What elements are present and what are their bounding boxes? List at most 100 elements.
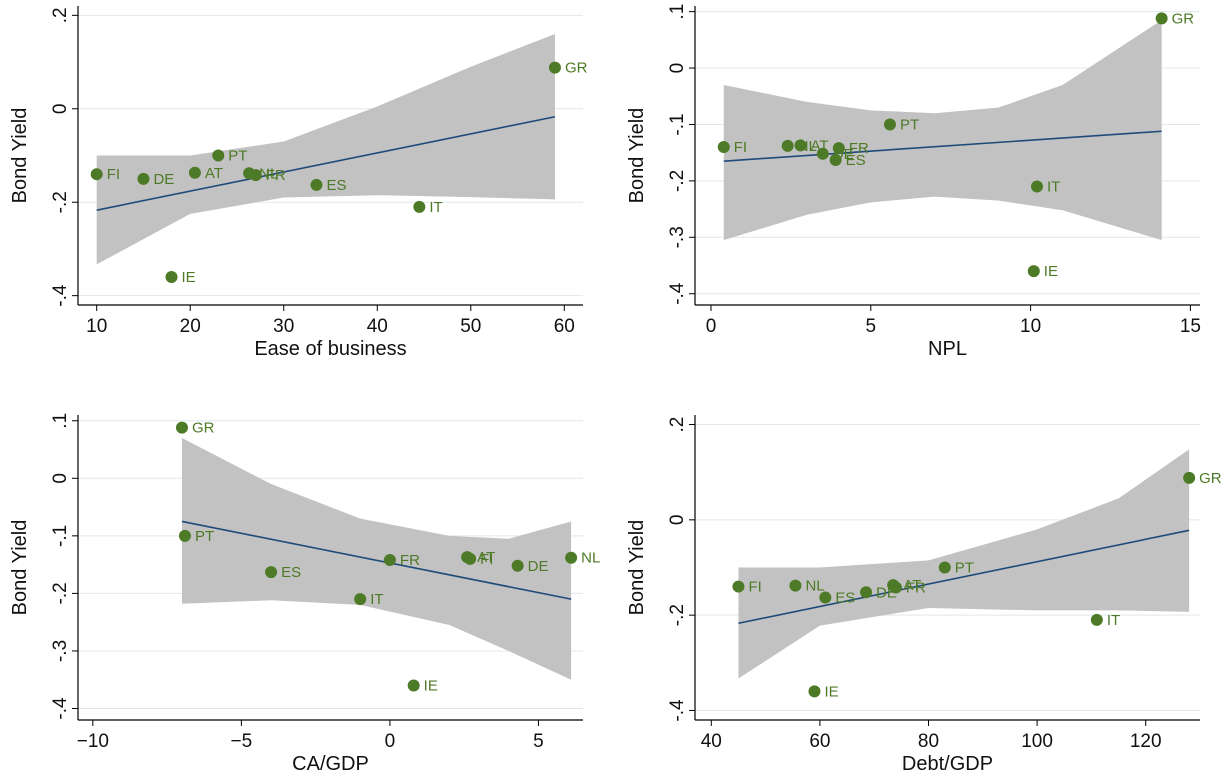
point-label-at: AT — [205, 165, 223, 182]
x-tick-label: 5 — [866, 316, 877, 337]
point-label-at: AT — [903, 577, 921, 594]
point-fi — [90, 168, 103, 181]
x-tick-label: −5 — [231, 731, 253, 752]
point-ie — [808, 685, 821, 698]
point-label-pt: PT — [228, 148, 247, 165]
point-label-fi: FI — [107, 166, 120, 183]
y-axis-title: Bond Yield — [626, 108, 648, 204]
x-tick-label: 40 — [701, 731, 722, 752]
point-label-es: ES — [846, 152, 866, 169]
x-tick-label: 30 — [273, 316, 294, 337]
point-label-fi: FI — [734, 139, 747, 156]
point-pt — [883, 118, 896, 131]
point-label-es: ES — [326, 177, 346, 194]
point-label-fi: FI — [480, 551, 493, 568]
point-it — [354, 593, 367, 606]
x-axis-title: CA/GDP — [292, 753, 369, 774]
point-label-it: IT — [370, 591, 383, 608]
point-fr — [832, 142, 845, 155]
x-tick-label: 15 — [1180, 316, 1201, 337]
y-tick-label: 0 — [50, 473, 71, 484]
x-tick-label: 10 — [1020, 316, 1041, 337]
point-nl — [565, 551, 578, 564]
fit-line — [738, 529, 1190, 625]
point-gr — [1155, 12, 1168, 25]
y-tick-label: .2 — [667, 417, 688, 433]
y-tick-label: 0 — [667, 515, 688, 526]
point-it — [1030, 180, 1043, 193]
point-nl — [781, 139, 794, 152]
y-tick-label: -.3 — [667, 226, 688, 248]
point-es — [310, 178, 323, 191]
y-tick-label: 0 — [667, 63, 688, 74]
x-tick-label: 60 — [554, 316, 575, 337]
point-label-pt: PT — [955, 560, 974, 577]
point-de — [137, 172, 150, 185]
y-tick-label: -.1 — [50, 525, 71, 547]
point-label-ie: IE — [1044, 263, 1058, 280]
point-label-gr: GR — [1199, 470, 1222, 487]
point-label-es: ES — [281, 564, 301, 581]
point-pt — [178, 529, 191, 542]
point-fi — [717, 141, 730, 154]
x-tick-label: 40 — [367, 316, 388, 337]
y-tick-label: -.2 — [50, 191, 71, 213]
y-tick-label: -.2 — [667, 170, 688, 192]
y-tick-label: -.1 — [667, 113, 688, 135]
point-it — [1090, 613, 1103, 626]
fit-line — [181, 520, 572, 600]
point-ie — [407, 679, 420, 692]
chart-panel-3: -.4 -.3 -.2 -.1 0 .1 −10 −5 0 5 CA/GDP Bond Yield GR… — [9, 413, 600, 774]
x-axis-title: Debt/GDP — [902, 753, 993, 774]
point-fi — [464, 552, 477, 565]
point-gr — [175, 421, 188, 434]
y-tick-label: .1 — [667, 4, 688, 20]
point-fr — [889, 581, 902, 594]
point-label-fr: FR — [266, 167, 286, 184]
point-label-it: IT — [1107, 612, 1120, 629]
point-ie — [165, 270, 178, 283]
point-label-fr: FR — [906, 580, 926, 597]
y-tick-label: .2 — [50, 7, 71, 23]
y-tick-label: -.2 — [50, 582, 71, 604]
x-axis-title: Ease of business — [254, 338, 406, 360]
fit-line — [723, 130, 1162, 162]
point-label-nl: NL — [805, 578, 824, 595]
point-label-nl: NL — [259, 165, 278, 182]
point-ie — [1027, 265, 1040, 278]
point-es — [265, 566, 278, 579]
x-tick-label: 100 — [1021, 731, 1053, 752]
point-fr — [383, 554, 396, 567]
point-label-pt: PT — [195, 528, 214, 545]
point-pt — [938, 561, 951, 574]
y-axis-title: Bond Yield — [626, 520, 648, 616]
point-nl — [789, 579, 802, 592]
x-tick-label: −10 — [77, 731, 109, 752]
point-es — [819, 591, 832, 604]
confidence-band — [738, 449, 1190, 679]
point-at — [794, 139, 807, 152]
confidence-band — [96, 34, 555, 265]
y-axis-title: Bond Yield — [9, 108, 31, 204]
point-at — [188, 166, 201, 179]
point-label-de: DE — [153, 171, 174, 188]
point-label-at: AT — [477, 549, 495, 566]
point-fi — [732, 580, 745, 593]
point-gr — [1183, 471, 1196, 484]
x-tick-label: 120 — [1130, 731, 1162, 752]
point-gr — [548, 61, 561, 74]
x-tick-label: 0 — [385, 731, 396, 752]
point-label-fr: FR — [849, 140, 869, 157]
fit-line — [96, 115, 556, 211]
point-es — [829, 154, 842, 167]
point-label-it: IT — [429, 199, 442, 216]
point-label-es: ES — [835, 590, 855, 607]
point-label-ie: IE — [424, 677, 438, 694]
y-tick-label: -.4 — [50, 284, 71, 307]
point-fr — [249, 169, 262, 182]
y-tick-label: -.4 — [667, 699, 688, 722]
y-tick-label: .1 — [50, 413, 71, 429]
point-de — [816, 147, 829, 160]
x-tick-label: 60 — [809, 731, 830, 752]
